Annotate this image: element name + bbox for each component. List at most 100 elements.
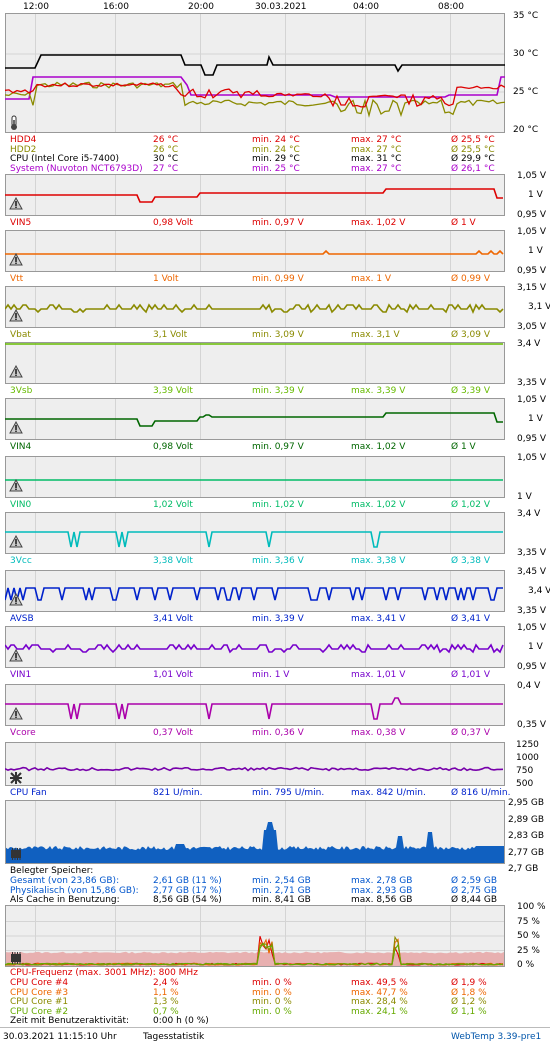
temp-legend-name: HDD2 bbox=[10, 144, 37, 155]
voltage-axis-top: 1,05 V bbox=[517, 453, 547, 463]
voltage-axis-mid: 3,1 V bbox=[528, 302, 550, 312]
temp-axis-tick: 20 °C bbox=[513, 125, 539, 135]
voltage-legend-cur: 3,1 Volt bbox=[153, 330, 188, 340]
voltage-chart-3vsb-background bbox=[5, 342, 505, 384]
memory-legend-cur: 2,77 GB (17 %) bbox=[153, 885, 222, 896]
voltage-legend-cur: 1,01 Volt bbox=[153, 670, 193, 680]
temp-legend-max: max. 31 °C bbox=[351, 154, 402, 164]
fan-legend-avg: Ø 816 U/min. bbox=[451, 788, 511, 798]
user-activity-label: Zeit mit Benutzeraktivität: bbox=[10, 1016, 130, 1026]
voltage-axis-bottom: 3,35 V bbox=[517, 378, 547, 388]
fan-legend-max: max. 842 U/min. bbox=[351, 788, 426, 798]
voltage-legend-cur: 1,02 Volt bbox=[153, 500, 193, 510]
memory-chip-icon bbox=[11, 848, 21, 860]
temp-legend-avg: Ø 26,1 °C bbox=[451, 163, 495, 174]
memory-legend-avg: Ø 2,75 GB bbox=[451, 885, 497, 896]
voltage-legend-min: min. 3,39 V bbox=[252, 614, 304, 624]
memory-legend-min: min. 2,71 GB bbox=[252, 885, 311, 896]
voltage-series-line bbox=[5, 249, 504, 255]
temp-axis-tick: 35 °C bbox=[513, 11, 539, 21]
voltage-legend-avg: Ø 1,01 V bbox=[451, 670, 491, 680]
temp-legend-avg: Ø 29,9 °C bbox=[451, 154, 495, 164]
temp-legend-cur: 26 °C bbox=[153, 144, 179, 155]
voltage-legend-avg: Ø 1,02 V bbox=[451, 500, 491, 510]
memory-legend-max: max. 2,78 GB bbox=[351, 876, 413, 886]
voltage-warning-icon bbox=[9, 707, 23, 720]
voltage-chart-3vcc-background bbox=[5, 512, 505, 554]
voltage-chart-vtt bbox=[5, 230, 505, 272]
voltage-legend-name: 3Vcc bbox=[10, 556, 32, 566]
voltage-legend-avg: Ø 3,39 V bbox=[451, 386, 491, 396]
temp-legend-cur: 26 °C bbox=[153, 135, 179, 145]
voltage-legend-name: Vbat bbox=[10, 330, 31, 340]
voltage-legend-min: min. 0,97 V bbox=[252, 218, 304, 228]
voltage-axis-top: 1,05 V bbox=[517, 171, 547, 181]
voltage-chart-vin5-background bbox=[5, 174, 505, 216]
voltage-legend-max: max. 1,02 V bbox=[351, 218, 406, 228]
cpu-load-area bbox=[6, 951, 504, 966]
voltage-legend-avg: Ø 3,38 V bbox=[451, 556, 491, 566]
app-version-link[interactable]: WebTemp 3.39-pre1 bbox=[451, 1032, 542, 1042]
memory-legend-avg: Ø 8,44 GB bbox=[451, 895, 497, 905]
memory-legend-avg: Ø 2,59 GB bbox=[451, 876, 497, 886]
tab-tagesstatistik[interactable]: Tagesstatistik bbox=[143, 1032, 205, 1042]
fan-legend-cur: 821 U/min. bbox=[153, 788, 203, 798]
temp-legend-avg: Ø 25,5 °C bbox=[451, 135, 495, 145]
cpu-legend-cur: 1,3 % bbox=[153, 997, 179, 1007]
voltage-warning-icon bbox=[9, 593, 23, 606]
voltage-series-line bbox=[5, 697, 503, 720]
time-axis-label: 12:00 bbox=[23, 2, 49, 12]
voltage-chart-vin5 bbox=[5, 174, 505, 216]
cpu-axis-tick: 75 % bbox=[517, 916, 540, 927]
cpu-legend-cur: 2,4 % bbox=[153, 978, 179, 988]
voltage-chart-vbat-background bbox=[5, 286, 505, 328]
voltage-legend-avg: Ø 3,41 V bbox=[451, 614, 491, 624]
voltage-axis-bottom: 0,95 V bbox=[517, 662, 547, 672]
voltage-axis-mid: 1 V bbox=[528, 414, 543, 424]
voltage-chart-vtt-background bbox=[5, 230, 505, 272]
cpu-legend-max: max. 28,4 % bbox=[351, 997, 408, 1007]
voltage-legend-min: min. 1 V bbox=[252, 670, 290, 680]
memory-title: Belegter Speicher: bbox=[10, 866, 94, 876]
cpu-chip-icon bbox=[11, 952, 21, 964]
voltage-chart-3vcc bbox=[5, 512, 505, 554]
voltage-legend-avg: Ø 3,09 V bbox=[451, 330, 491, 340]
voltage-legend-max: max. 0,38 V bbox=[351, 728, 406, 738]
voltage-legend-name: 3Vsb bbox=[10, 386, 33, 396]
cpu-legend-name: CPU Core #3 bbox=[10, 987, 69, 998]
temp-legend-name: HDD4 bbox=[10, 135, 37, 145]
temp-legend-min: min. 29 °C bbox=[252, 154, 300, 164]
voltage-series-line bbox=[5, 531, 503, 548]
voltage-legend-cur: 3,41 Volt bbox=[153, 614, 193, 624]
voltage-series-line bbox=[5, 412, 503, 427]
voltage-legend-cur: 0,98 Volt bbox=[153, 218, 193, 228]
voltage-chart-vcore bbox=[5, 684, 505, 726]
cpu-legend-min: min. 0 % bbox=[252, 978, 292, 988]
cpu-legend-avg: Ø 1,8 % bbox=[451, 987, 487, 998]
voltage-legend-cur: 0,98 Volt bbox=[153, 442, 193, 452]
voltage-axis-top: 1,05 V bbox=[517, 623, 547, 633]
cpu-legend-min: min. 0 % bbox=[252, 997, 292, 1007]
temp-legend-cur: 30 °C bbox=[153, 154, 179, 164]
voltage-warning-icon bbox=[9, 253, 23, 266]
voltage-chart-vin0-background bbox=[5, 456, 505, 498]
temp-legend-max: max. 27 °C bbox=[351, 135, 402, 145]
voltage-axis-bottom: 0,95 V bbox=[517, 210, 547, 220]
memory-axis-tick: 2,95 GB bbox=[508, 798, 545, 808]
memory-chart bbox=[5, 800, 505, 864]
voltage-axis-top: 3,45 V bbox=[517, 567, 547, 577]
temperature-chart-background bbox=[5, 13, 505, 133]
memory-legend-min: min. 2,54 GB bbox=[252, 876, 311, 886]
voltage-legend-min: min. 0,36 V bbox=[252, 728, 304, 738]
voltage-warning-icon bbox=[9, 649, 23, 662]
fan-axis-tick: 500 bbox=[516, 779, 534, 789]
fan-chart bbox=[5, 742, 505, 786]
voltage-legend-avg: Ø 1 V bbox=[451, 218, 476, 228]
temp-legend-min: min. 25 °C bbox=[252, 163, 300, 174]
memory-axis-tick: 2,77 GB bbox=[508, 847, 545, 858]
cpu-core-line bbox=[5, 942, 504, 966]
voltage-legend-max: max. 3,38 V bbox=[351, 556, 406, 566]
voltage-series-line bbox=[5, 188, 503, 203]
voltage-series-line bbox=[5, 303, 504, 315]
